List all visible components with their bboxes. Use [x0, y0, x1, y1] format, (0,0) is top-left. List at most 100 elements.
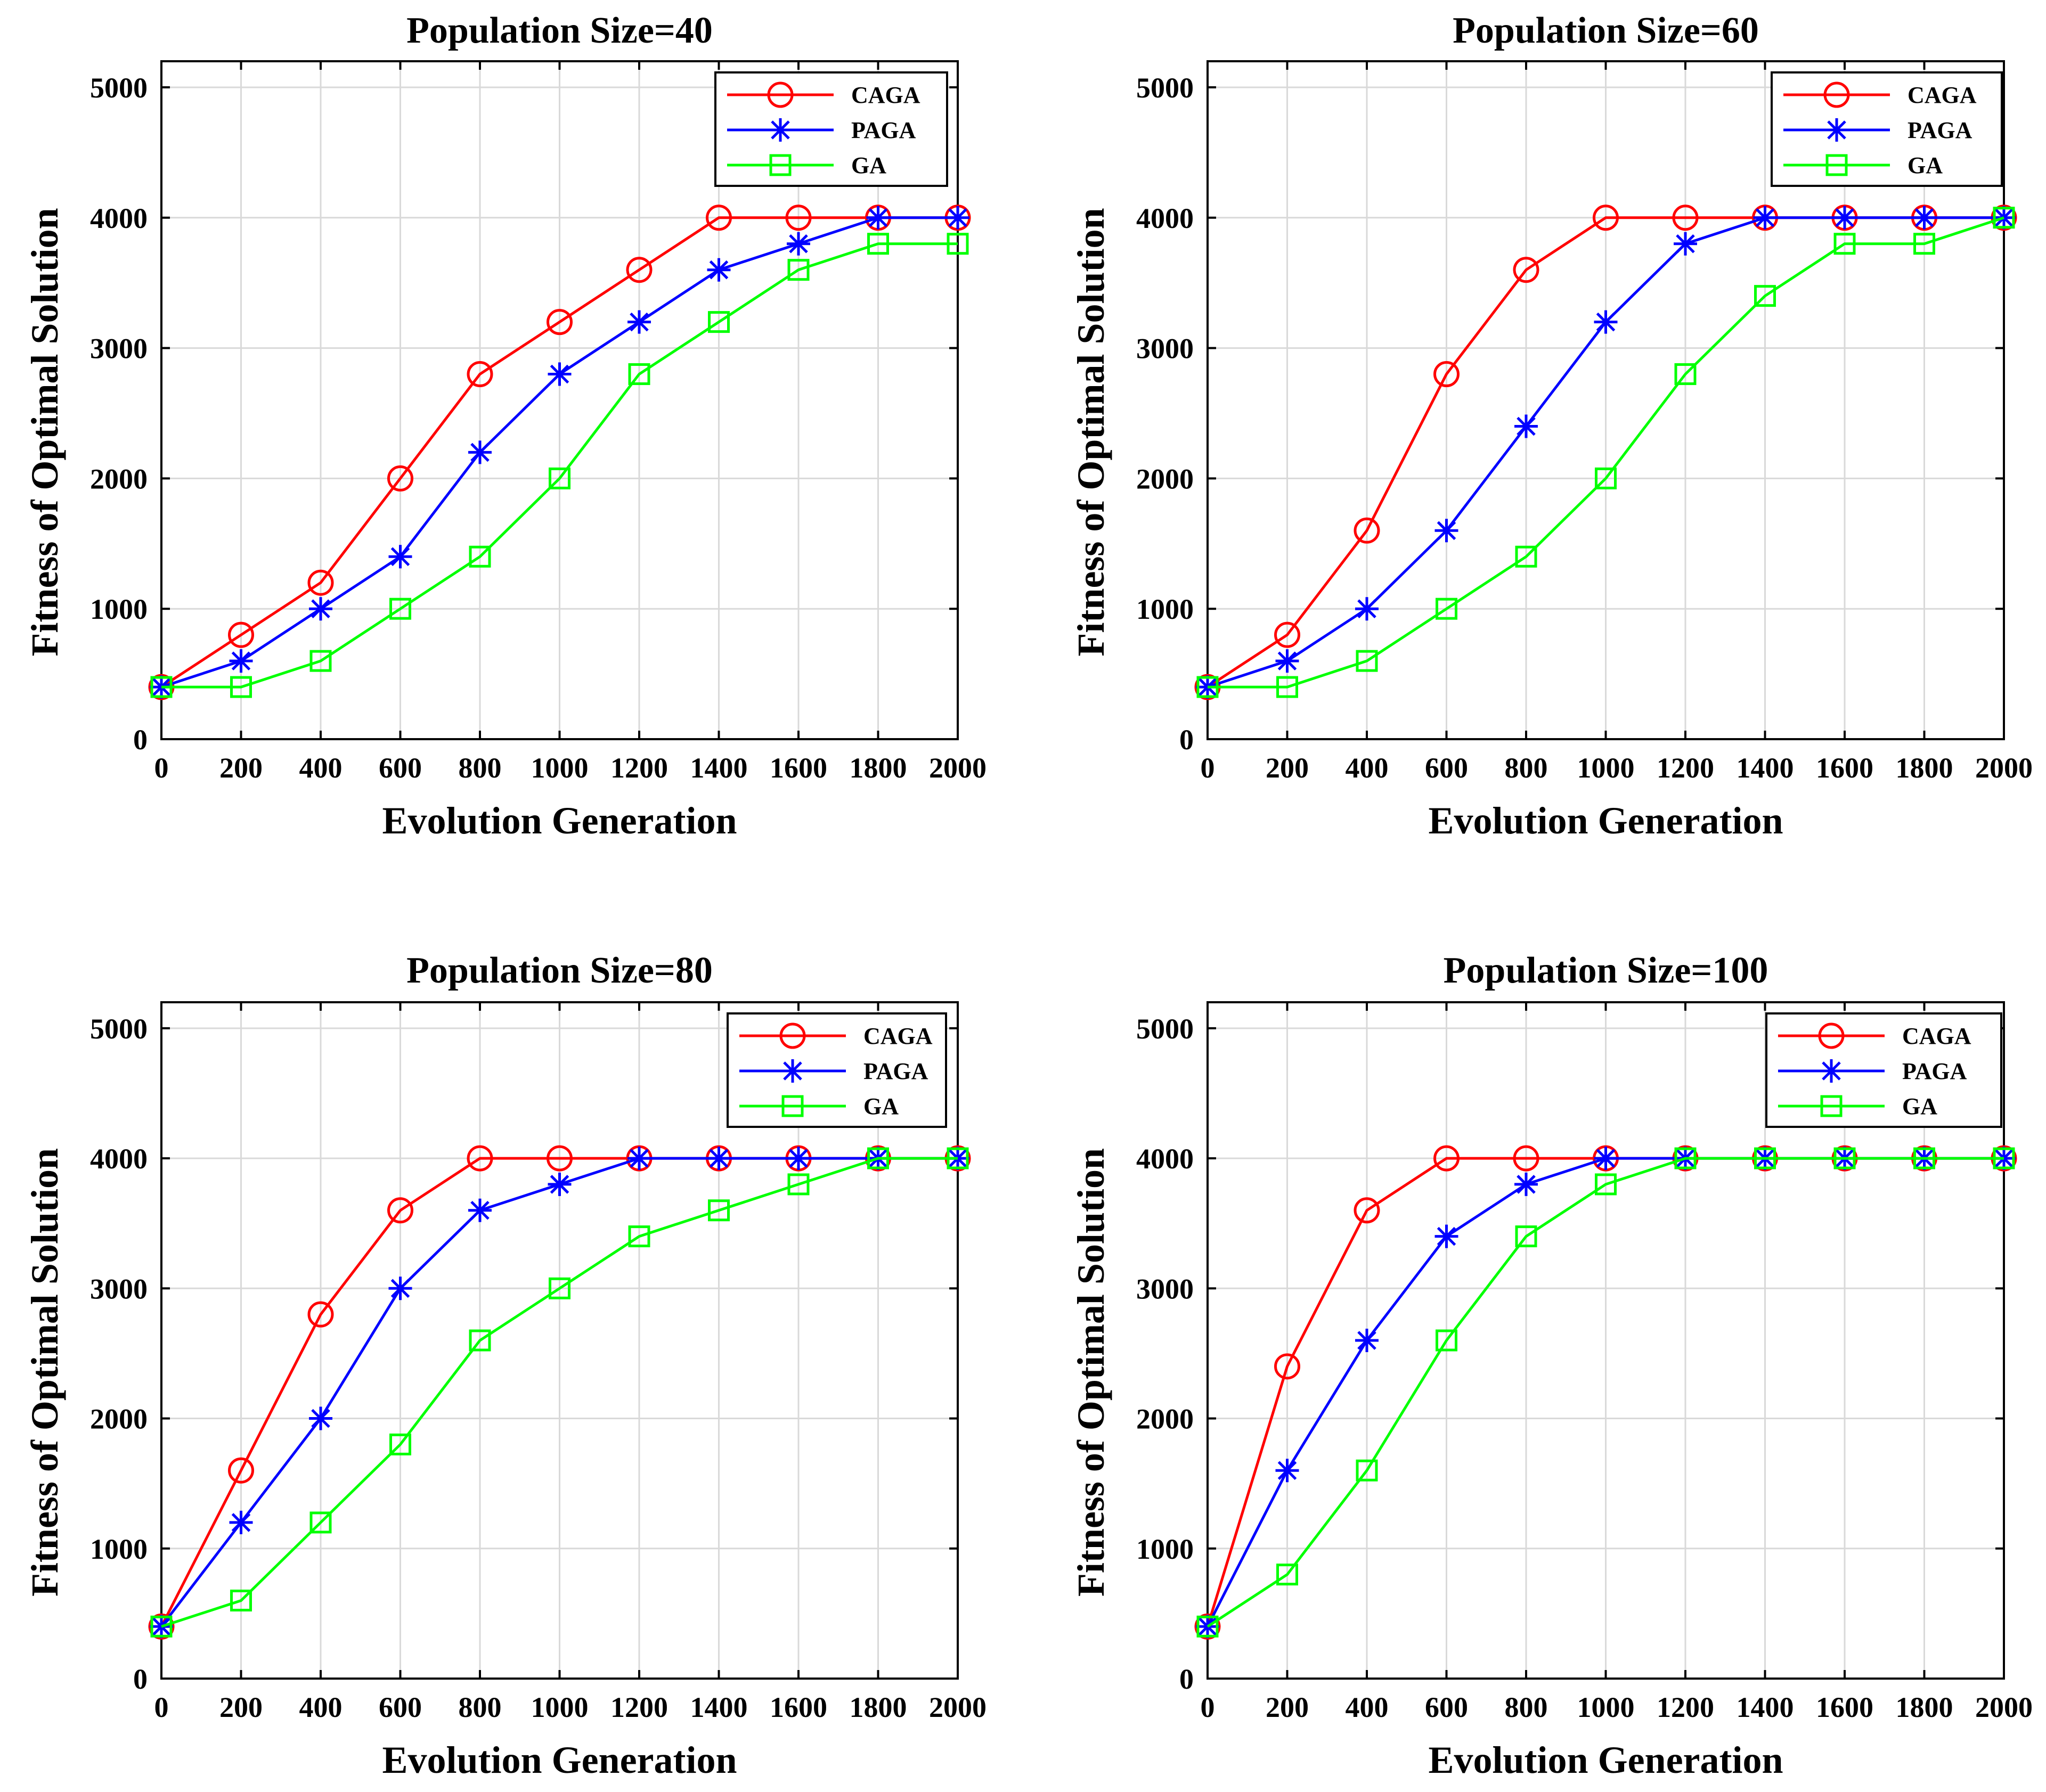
y-tick-label: 5000 — [1136, 72, 1194, 104]
x-tick-label: 800 — [1505, 1691, 1548, 1723]
data-point-paga — [1753, 206, 1777, 230]
chart-panel-3: 0 200 400 600 800 1000 1200 1400 1600 1800 2000 0 10… — [23, 950, 987, 1781]
data-point-paga — [1434, 519, 1458, 543]
data-point-ga — [708, 1199, 730, 1222]
data-point-paga — [1514, 1172, 1538, 1196]
data-point-caga — [1672, 204, 1699, 231]
legend: CAGA PAGA GA — [714, 71, 948, 187]
y-tick-label: 3000 — [90, 1273, 148, 1305]
data-point-caga — [1433, 361, 1460, 388]
x-tick-label: 1000 — [1577, 752, 1635, 784]
data-point-ga — [947, 233, 969, 255]
data-point-paga — [787, 232, 810, 256]
x-tick-label: 1800 — [850, 1691, 907, 1723]
data-point-caga — [1593, 204, 1619, 231]
x-tick-label: 0 — [1201, 752, 1215, 784]
chart-title: Population Size=40 — [406, 10, 713, 51]
legend-label-ga: GA — [851, 152, 886, 178]
x-tick-label: 200 — [219, 1691, 263, 1723]
y-tick-label: 0 — [1179, 724, 1194, 756]
data-point-paga — [1434, 1224, 1458, 1248]
data-point-ga — [947, 1147, 969, 1169]
data-point-ga — [1913, 233, 1935, 255]
data-point-ga — [1595, 467, 1617, 489]
x-tick-label: 200 — [219, 752, 263, 784]
x-tick-label: 600 — [379, 752, 422, 784]
data-point-paga — [946, 206, 969, 230]
legend-label-ga: GA — [1902, 1093, 1937, 1119]
x-tick-label: 1400 — [1737, 752, 1794, 784]
data-point-paga — [548, 1172, 572, 1196]
legend: CAGA PAGA GA — [727, 1012, 947, 1128]
x-tick-label: 1200 — [1657, 752, 1714, 784]
data-point-caga — [626, 257, 653, 283]
y-tick-label: 1000 — [90, 593, 148, 625]
chart-title: Population Size=60 — [1453, 10, 1759, 51]
data-point-caga — [1513, 1145, 1539, 1172]
data-point-caga — [467, 361, 493, 388]
data-point-paga — [1196, 1615, 1219, 1639]
data-point-caga — [307, 569, 334, 596]
chart-panel-2: 0 200 400 600 800 1000 1200 1400 1600 1800 2000 0 10… — [1070, 10, 2033, 842]
x-axis-label: Evolution Generation — [382, 1739, 737, 1781]
y-tick-label: 4000 — [1136, 202, 1194, 234]
series-line-ga — [161, 242, 958, 689]
x-tick-label: 1200 — [1657, 1691, 1714, 1723]
x-tick-label: 1800 — [1896, 752, 1953, 784]
y-tick-label: 4000 — [90, 1143, 148, 1175]
data-point-ga — [1674, 1147, 1697, 1169]
data-point-paga — [229, 1510, 253, 1534]
x-tick-label: 1800 — [850, 752, 907, 784]
series-caga — [148, 204, 971, 700]
x-tick-label: 800 — [459, 1691, 502, 1723]
data-point-caga — [1354, 517, 1380, 544]
data-point-ga — [469, 1329, 491, 1352]
x-axis-label: Evolution Generation — [382, 799, 737, 842]
legend-label-caga: CAGA — [851, 82, 920, 108]
y-tick-label: 5000 — [1136, 1013, 1194, 1045]
chart-panel-1: 0 200 400 600 800 1000 1200 1400 1600 1800 2000 0 10… — [23, 10, 987, 842]
data-point-caga — [467, 1145, 493, 1172]
x-axis-label: Evolution Generation — [1428, 1739, 1783, 1781]
x-tick-label: 1800 — [1896, 1691, 1953, 1723]
x-tick-label: 2000 — [1975, 752, 2033, 784]
data-point-paga — [707, 258, 731, 282]
x-tick-label: 1200 — [610, 752, 668, 784]
data-point-caga — [387, 465, 413, 492]
legend-marker-caga — [779, 1022, 806, 1049]
x-tick-label: 800 — [1505, 752, 1548, 784]
data-point-caga — [1433, 1145, 1460, 1172]
chart-title: Population Size=80 — [406, 950, 713, 991]
data-point-ga — [1276, 1564, 1298, 1586]
data-point-paga — [787, 1147, 810, 1171]
data-point-ga — [1993, 1147, 2015, 1169]
legend: CAGA PAGA GA — [1765, 1012, 2002, 1128]
series-ga — [150, 233, 969, 698]
x-tick-label: 0 — [154, 752, 169, 784]
y-tick-label: 0 — [133, 724, 148, 756]
data-point-ga — [1515, 1225, 1537, 1248]
y-tick-label: 3000 — [1136, 1273, 1194, 1305]
series-ga — [150, 1147, 969, 1638]
x-tick-label: 1400 — [690, 1691, 748, 1723]
x-tick-label: 200 — [1266, 1691, 1309, 1723]
series-paga — [1196, 206, 2016, 699]
data-point-caga — [1274, 621, 1300, 648]
legend-marker-caga — [1823, 81, 1850, 108]
data-point-ga — [150, 1615, 173, 1638]
data-point-caga — [1274, 1353, 1300, 1380]
x-tick-label: 1400 — [1737, 1691, 1794, 1723]
x-tick-label: 0 — [154, 1691, 169, 1723]
legend-marker-paga — [769, 118, 792, 142]
data-point-ga — [1436, 598, 1457, 620]
x-tick-label: 1200 — [610, 1691, 668, 1723]
x-tick-label: 1600 — [1816, 1691, 1873, 1723]
data-point-caga — [307, 1301, 334, 1328]
data-point-ga — [787, 1173, 810, 1196]
series-line-ga — [1208, 216, 2004, 689]
data-point-ga — [389, 1433, 411, 1455]
series-ga — [1196, 1147, 2015, 1638]
series-ga — [1196, 207, 2015, 698]
data-point-paga — [388, 1277, 412, 1300]
